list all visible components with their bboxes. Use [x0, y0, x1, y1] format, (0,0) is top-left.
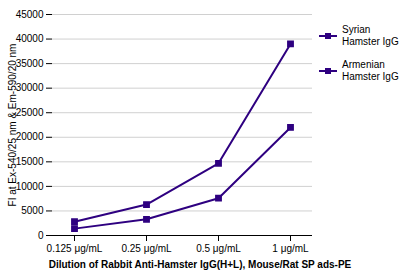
svg-text:0.125 μg/mL: 0.125 μg/mL: [47, 243, 103, 254]
html-text:Syrian Hamster IgG: Syrian Hamster IgG: [342, 24, 399, 47]
svg-text:0.5 μg/mL: 0.5 μg/mL: [196, 243, 241, 254]
svg-text:40000: 40000: [16, 33, 44, 44]
svg-text:10000: 10000: [16, 181, 44, 192]
html-text:Armenian Hamster IgG: Armenian Hamster IgG: [342, 59, 399, 82]
svg-text:1 μg/mL: 1 μg/mL: [272, 243, 309, 254]
svg-text:45000: 45000: [16, 9, 44, 20]
html-text:Dilution of Rabbit Anti-Hamste: Dilution of Rabbit Anti-Hamster IgG(H+L)…: [48, 259, 352, 270]
svg-text:35000: 35000: [16, 58, 44, 69]
svg-text:FI at Ex-540/25 nm & Em-590/20: FI at Ex-540/25 nm & Em-590/20 nm: [7, 44, 18, 207]
svg-text:0: 0: [38, 230, 44, 241]
svg-text:30000: 30000: [16, 82, 44, 93]
svg-text:15000: 15000: [16, 156, 44, 167]
svg-text:0.25 μg/mL: 0.25 μg/mL: [121, 243, 172, 254]
svg-text:25000: 25000: [16, 107, 44, 118]
svg-text:5000: 5000: [21, 205, 44, 216]
svg-text:20000: 20000: [16, 131, 44, 142]
